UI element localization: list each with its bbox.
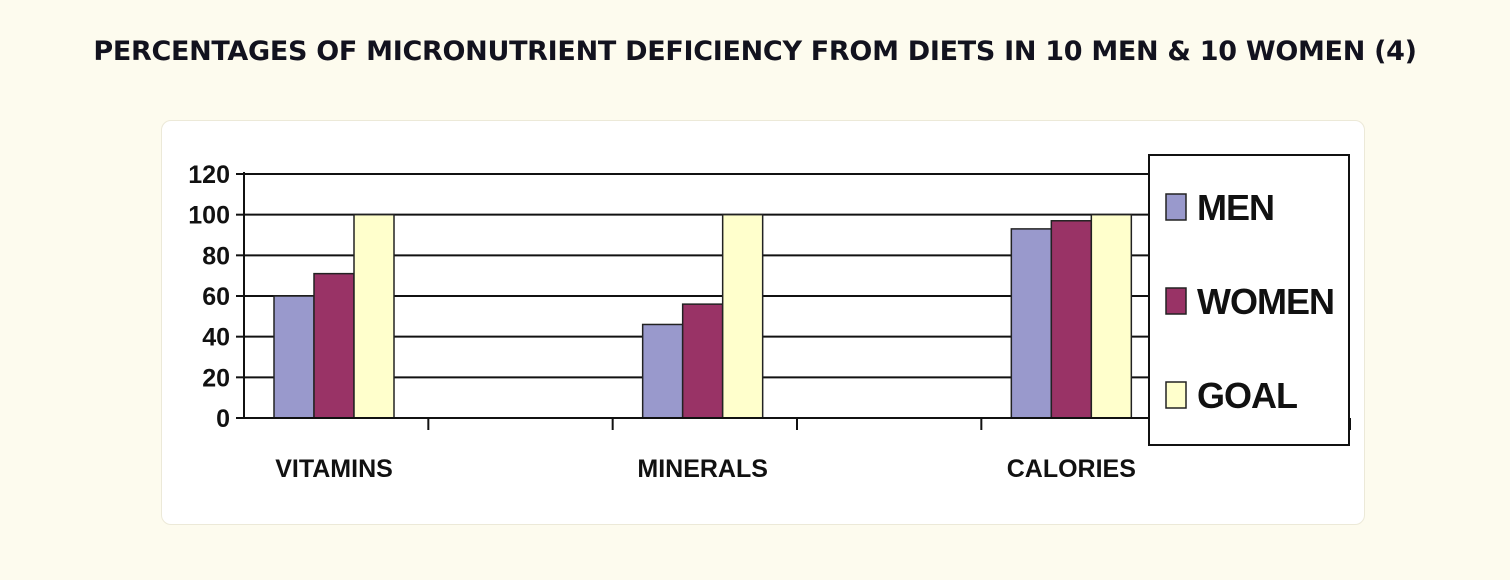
legend-label-goal: GOAL — [1197, 375, 1297, 416]
y-tick-label: 100 — [188, 202, 230, 230]
bar-goal-vitamins — [353, 213, 395, 419]
y-tick-label: 60 — [202, 283, 230, 311]
axes: 0 20 40 60 80 100 120 VITAMINS MINERALS CALORIES — [188, 161, 1351, 483]
bar-women-calories — [1050, 220, 1093, 419]
bar-women-minerals — [681, 303, 724, 419]
category-label: CALORIES — [1007, 455, 1136, 483]
bar-goal-calories — [1090, 213, 1133, 419]
bar-men-minerals — [641, 323, 684, 419]
legend-swatch-women — [1165, 287, 1187, 315]
bars — [273, 213, 1133, 419]
legend-label-women: WOMEN — [1197, 281, 1334, 322]
page-title: PERCENTAGES OF MICRONUTRIENT DEFICIENCY … — [93, 36, 1417, 67]
y-tick-label: 80 — [202, 242, 230, 270]
y-tick-label: 0 — [216, 405, 230, 433]
bar-women-vitamins — [313, 272, 355, 419]
y-tick-label: 20 — [202, 364, 230, 392]
y-tick-label: 40 — [202, 324, 230, 352]
legend: MEN WOMEN GOAL — [1148, 154, 1350, 446]
y-tick-label: 120 — [188, 161, 230, 189]
bar-men-calories — [1010, 228, 1053, 419]
legend-swatch-men — [1165, 193, 1187, 221]
bar-goal-minerals — [721, 213, 764, 419]
chart-card: 0 20 40 60 80 100 120 VITAMINS MINERALS CALORIES … — [161, 120, 1365, 525]
bar-men-vitamins — [273, 295, 315, 419]
legend-label-men: MEN — [1197, 187, 1274, 228]
category-label: VITAMINS — [275, 455, 393, 483]
category-label: MINERALS — [637, 455, 768, 483]
legend-swatch-goal — [1165, 381, 1187, 409]
